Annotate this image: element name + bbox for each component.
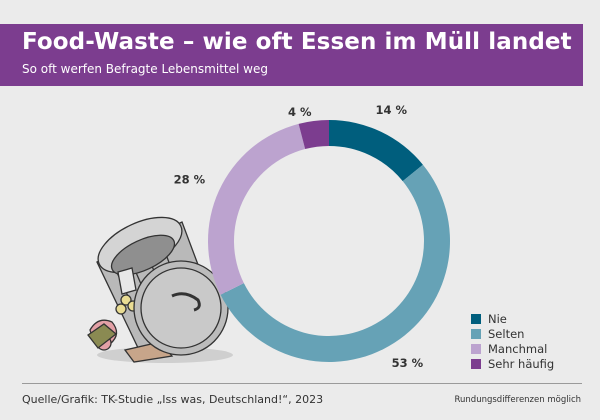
legend-item: Nie bbox=[471, 312, 554, 326]
legend-item: Sehr häufig bbox=[471, 357, 554, 371]
legend: Nie Selten Manchmal Sehr häufig bbox=[471, 312, 554, 372]
legend-label: Manchmal bbox=[488, 342, 548, 356]
legend-item: Selten bbox=[471, 327, 554, 341]
legend-swatch bbox=[471, 359, 481, 369]
legend-item: Manchmal bbox=[471, 342, 554, 356]
header-banner: Food-Waste – wie oft Essen im Müll lande… bbox=[0, 24, 583, 86]
donut-slice-manchmal bbox=[208, 123, 306, 295]
legend-label: Sehr häufig bbox=[488, 357, 555, 371]
legend-swatch bbox=[471, 344, 481, 354]
page-subtitle: So oft werfen Befragte Lebensmittel weg bbox=[22, 62, 268, 76]
data-label: 14 % bbox=[376, 103, 408, 117]
legend-swatch bbox=[471, 329, 481, 339]
page-title: Food-Waste – wie oft Essen im Müll lande… bbox=[22, 29, 572, 55]
legend-swatch bbox=[471, 314, 481, 324]
rounding-note: Rundungsdifferenzen möglich bbox=[454, 395, 582, 405]
source-text: Quelle/Grafik: TK-Studie „Iss was, Deuts… bbox=[22, 393, 324, 406]
legend-label: Nie bbox=[488, 312, 507, 326]
data-label: 53 % bbox=[392, 356, 424, 370]
trash-can-illustration bbox=[87, 216, 233, 363]
donut-slice-sehr-häufig bbox=[298, 120, 329, 150]
data-label: 28 % bbox=[174, 173, 206, 187]
donut-slice-nie bbox=[329, 120, 423, 182]
donut-slice-selten bbox=[220, 164, 450, 362]
legend-label: Selten bbox=[488, 327, 525, 341]
footer-divider bbox=[22, 383, 582, 384]
data-label: 4 % bbox=[288, 105, 312, 119]
